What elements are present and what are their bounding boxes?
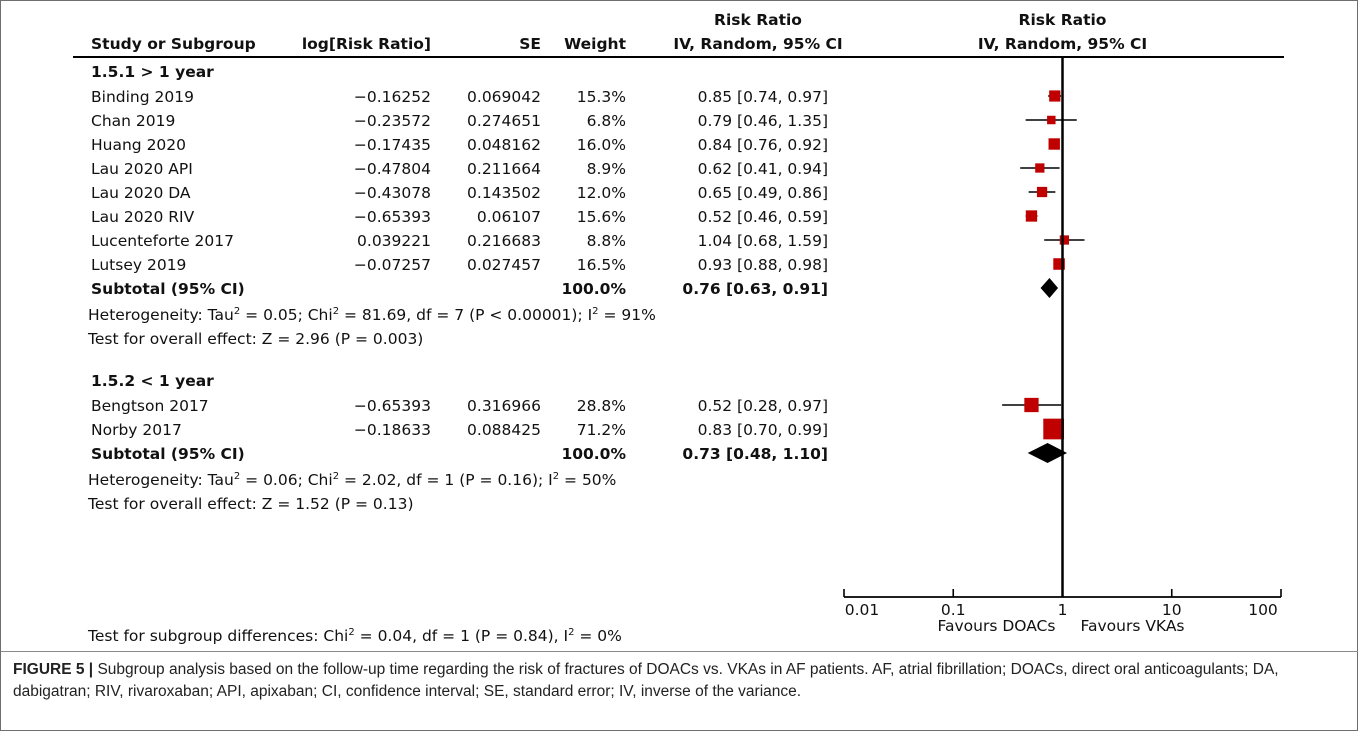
study-ci: 0.65 [0.49, 0.86] (698, 184, 828, 202)
study-square (1035, 163, 1045, 173)
study-se: 0.06107 (477, 208, 541, 226)
study-logrr: −0.65393 (354, 397, 431, 415)
study-se: 0.088425 (467, 421, 541, 439)
x-tick-label: 10 (1162, 601, 1182, 619)
x-tick-label: 0.1 (941, 601, 966, 619)
study-weight: 15.6% (577, 208, 626, 226)
plot-header-risk-ratio: Risk Ratio (1019, 11, 1107, 29)
header-weight: Weight (564, 35, 626, 53)
study-se: 0.274651 (467, 112, 541, 130)
study-square (1053, 258, 1065, 270)
study-logrr: 0.039221 (357, 232, 431, 250)
study-logrr: −0.23572 (354, 112, 431, 130)
favours-left-label: Favours DOACs (938, 617, 1056, 635)
study-se: 0.069042 (467, 88, 541, 106)
study-se: 0.211664 (467, 160, 541, 178)
subtotal-label: Subtotal (95% CI) (91, 280, 245, 298)
header-rr-method: IV, Random, 95% CI (673, 35, 842, 53)
study-square (1043, 418, 1065, 440)
study-ci: 0.79 [0.46, 1.35] (698, 112, 828, 130)
study-weight: 6.8% (587, 112, 626, 130)
study-name: Lau 2020 DA (91, 184, 191, 202)
subtotal-label: Subtotal (95% CI) (91, 445, 245, 463)
study-ci: 0.85 [0.74, 0.97] (698, 88, 828, 106)
overall-effect-text: Test for overall effect: Z = 1.52 (P = 0… (87, 495, 414, 513)
subtotal-diamond (1040, 278, 1059, 298)
study-name: Chan 2019 (91, 112, 175, 130)
subtotal-weight: 100.0% (561, 445, 626, 463)
study-logrr: −0.65393 (354, 208, 431, 226)
study-logrr: −0.18633 (354, 421, 431, 439)
subtotal-diamond (1027, 443, 1068, 463)
study-name: Bengtson 2017 (91, 397, 209, 415)
study-ci: 1.04 [0.68, 1.59] (698, 232, 828, 250)
study-square (1024, 397, 1039, 413)
plot-layer: Risk Ratio IV, Random, 95% CI 0.01 0.1 1 10 10… (843, 11, 1282, 635)
header-se: SE (519, 35, 541, 53)
study-se: 0.316966 (467, 397, 541, 415)
study-weight: 16.0% (577, 136, 626, 154)
study-name: Huang 2020 (91, 136, 186, 154)
study-name: Lau 2020 API (91, 160, 193, 178)
study-logrr: −0.16252 (354, 88, 431, 106)
overall-effect-text: Test for overall effect: Z = 2.96 (P = 0… (87, 330, 423, 348)
forest-plot: Risk Ratio Study or Subgroup log[Risk Rati… (73, 11, 1284, 645)
heterogeneity-text: Heterogeneity: Tau2 = 0.06; Chi2 = 2.02,… (88, 471, 616, 489)
study-name: Lucenteforte 2017 (91, 232, 234, 250)
study-square (1036, 186, 1048, 198)
study-square (1047, 115, 1056, 125)
header-logrr: log[Risk Ratio] (302, 35, 431, 53)
subtotal-weight: 100.0% (561, 280, 626, 298)
x-tick-label: 100 (1248, 601, 1278, 619)
study-ci: 0.52 [0.28, 0.97] (698, 397, 828, 415)
table-layer: Risk Ratio Study or Subgroup log[Risk Rati… (73, 11, 1284, 645)
study-weight: 8.9% (587, 160, 626, 178)
x-tick-label: 1 (1058, 601, 1068, 619)
study-se: 0.143502 (467, 184, 541, 202)
caption-text: Subgroup analysis based on the follow-up… (13, 661, 1279, 700)
x-tick-label: 0.01 (845, 601, 880, 619)
study-name: Lutsey 2019 (91, 256, 186, 274)
heterogeneity-text: Heterogeneity: Tau2 = 0.05; Chi2 = 81.69… (88, 306, 656, 324)
study-square (1049, 90, 1061, 102)
figure-caption: FIGURE 5 | Subgroup analysis based on th… (13, 659, 1333, 703)
header-study: Study or Subgroup (91, 35, 256, 53)
study-square (1025, 210, 1038, 222)
subgroup-test-text: Test for subgroup differences: Chi2 = 0.… (87, 627, 622, 645)
caption-label: FIGURE 5 | (13, 661, 94, 678)
subtotal-ci: 0.76 [0.63, 0.91] (682, 280, 828, 298)
subtotal-ci: 0.73 [0.48, 1.10] (682, 445, 828, 463)
study-name: Norby 2017 (91, 421, 182, 439)
plot-header-method: IV, Random, 95% CI (978, 35, 1147, 53)
study-name: Lau 2020 RIV (91, 208, 195, 226)
subgroup-title: 1.5.2 < 1 year (91, 372, 214, 390)
study-weight: 28.8% (577, 397, 626, 415)
study-weight: 71.2% (577, 421, 626, 439)
study-ci: 0.62 [0.41, 0.94] (698, 160, 828, 178)
study-logrr: −0.47804 (354, 160, 431, 178)
study-weight: 12.0% (577, 184, 626, 202)
study-weight: 16.5% (577, 256, 626, 274)
study-weight: 8.8% (587, 232, 626, 250)
study-square (1059, 235, 1069, 245)
study-se: 0.216683 (467, 232, 541, 250)
study-logrr: −0.07257 (354, 256, 431, 274)
favours-right-label: Favours VKAs (1080, 617, 1184, 635)
study-logrr: −0.17435 (354, 136, 431, 154)
study-square (1048, 138, 1060, 150)
study-name: Binding 2019 (91, 88, 194, 106)
study-ci: 0.52 [0.46, 0.59] (698, 208, 828, 226)
study-ci: 0.83 [0.70, 0.99] (698, 421, 828, 439)
study-logrr: −0.43078 (354, 184, 431, 202)
caption-divider (1, 651, 1358, 652)
header-risk-ratio: Risk Ratio (714, 11, 802, 29)
study-ci: 0.84 [0.76, 0.92] (698, 136, 828, 154)
study-se: 0.048162 (467, 136, 541, 154)
subgroup-title: 1.5.1 > 1 year (91, 63, 214, 81)
study-ci: 0.93 [0.88, 0.98] (698, 256, 828, 274)
study-se: 0.027457 (467, 256, 541, 274)
study-weight: 15.3% (577, 88, 626, 106)
